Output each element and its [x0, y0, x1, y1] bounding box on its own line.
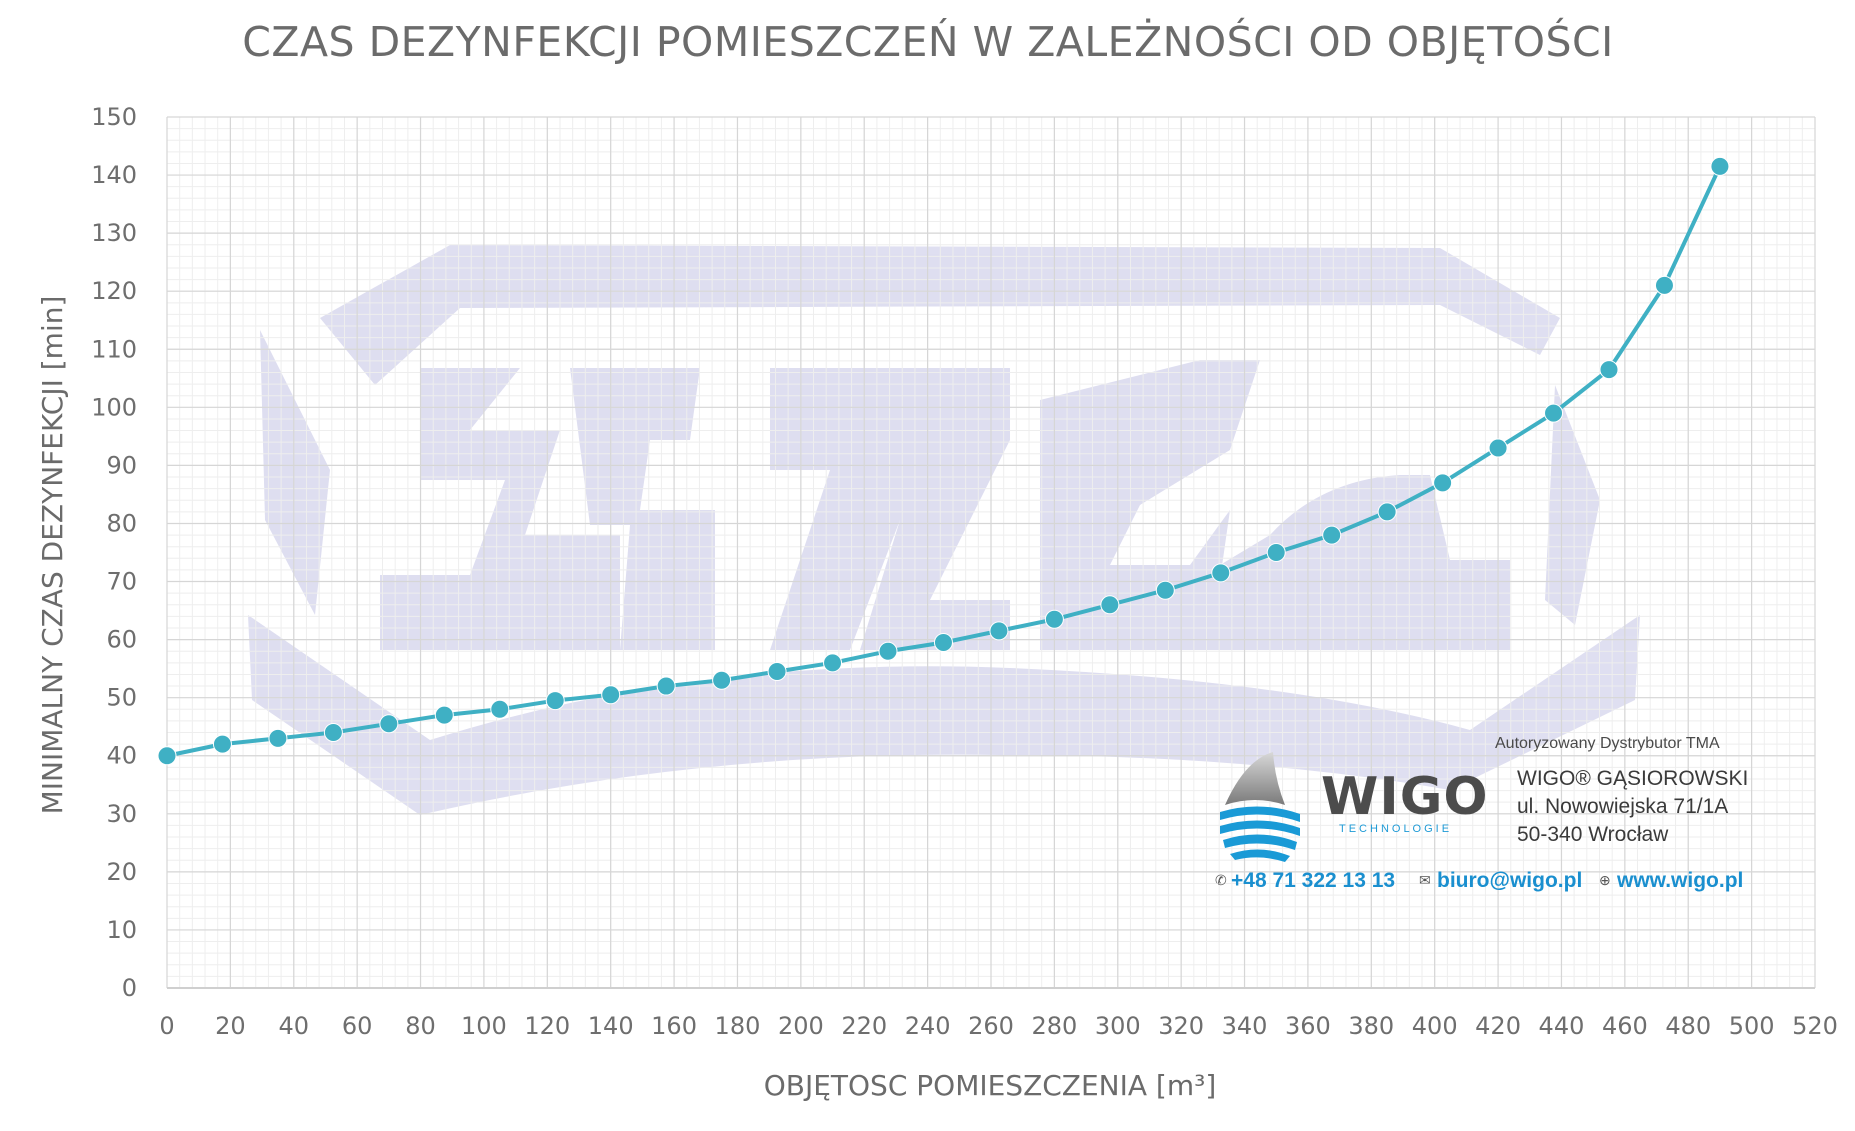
- data-point: [1488, 438, 1508, 458]
- distributor-label: Autoryzowany Dystrybutor TMA: [1495, 735, 1720, 752]
- x-tick-label: 440: [1539, 1012, 1585, 1040]
- city-address: 50-340 Wrocław: [1517, 823, 1669, 846]
- data-point: [1100, 595, 1120, 615]
- data-point: [1155, 580, 1175, 600]
- data-point: [1433, 473, 1453, 493]
- y-tick-label: 50: [106, 684, 137, 712]
- data-point: [323, 723, 343, 743]
- data-point: [1377, 502, 1397, 522]
- x-tick-label: 20: [215, 1012, 246, 1040]
- x-tick-label: 0: [159, 1012, 174, 1040]
- x-tick-label: 400: [1412, 1012, 1458, 1040]
- x-tick-label: 300: [1095, 1012, 1141, 1040]
- x-tick-label: 380: [1348, 1012, 1394, 1040]
- y-tick-label: 60: [106, 626, 137, 654]
- y-tick-label: 120: [91, 277, 137, 305]
- wigo-wave-logo-icon: [1220, 752, 1300, 862]
- x-tick-label: 420: [1475, 1012, 1521, 1040]
- tma-watermark: [248, 245, 1640, 815]
- y-tick-label: 80: [106, 509, 137, 537]
- data-point: [1044, 609, 1064, 629]
- x-tick-label: 360: [1285, 1012, 1331, 1040]
- x-tick-label: 340: [1222, 1012, 1268, 1040]
- y-tick-label: 40: [106, 742, 137, 770]
- data-point: [1654, 275, 1674, 295]
- data-point: [1710, 156, 1730, 176]
- data-point: [989, 621, 1009, 641]
- x-tick-labels: 0 20 40 60 80 100 120 140 160 180 200 220 240 260 280 3…: [159, 1012, 1838, 1040]
- phone-number: +48 71 322 13 13: [1231, 869, 1396, 892]
- data-point: [712, 670, 732, 690]
- x-tick-label: 140: [588, 1012, 634, 1040]
- data-point: [601, 685, 621, 705]
- brand-subtitle: TECHNOLOGIE: [1339, 823, 1453, 835]
- x-tick-label: 500: [1729, 1012, 1775, 1040]
- y-tick-label: 20: [106, 858, 137, 886]
- x-tick-label: 520: [1792, 1012, 1838, 1040]
- street-address: ul. Nowowiejska 71/1A: [1517, 795, 1729, 818]
- data-point: [1211, 563, 1231, 583]
- x-tick-label: 480: [1665, 1012, 1711, 1040]
- data-point: [545, 691, 565, 711]
- y-tick-label: 140: [91, 161, 137, 189]
- x-tick-label: 180: [715, 1012, 761, 1040]
- chart-title: CZAS DEZYNFEKCJI POMIESZCZEŃ W ZALEŻNOŚC…: [242, 18, 1613, 66]
- x-tick-label: 280: [1031, 1012, 1077, 1040]
- data-point: [1599, 360, 1619, 380]
- y-tick-label: 110: [91, 335, 137, 363]
- x-tick-label: 240: [905, 1012, 951, 1040]
- globe-icon: ⊕: [1599, 872, 1611, 888]
- phone-icon: ✆: [1215, 872, 1227, 888]
- x-tick-label: 220: [841, 1012, 887, 1040]
- y-tick-label: 30: [106, 800, 137, 828]
- data-point: [212, 734, 232, 754]
- x-tick-label: 200: [778, 1012, 824, 1040]
- y-tick-label: 150: [91, 103, 137, 131]
- y-tick-label: 10: [106, 916, 137, 944]
- distributor-logo-block: Autoryzowany Dystrybutor TMA WIGO TECHNO…: [1215, 735, 1775, 910]
- series: [157, 156, 1730, 766]
- data-point: [434, 705, 454, 725]
- data-point: [157, 746, 177, 766]
- y-tick-label: 130: [91, 219, 137, 247]
- data-point: [379, 714, 399, 734]
- x-tick-label: 160: [651, 1012, 697, 1040]
- mail-icon: ✉: [1419, 872, 1431, 888]
- y-tick-labels: 0 10 20 30 40 50 60 70 80 90 100 110 120 130 140 150: [91, 103, 137, 1002]
- data-point: [933, 633, 953, 653]
- x-tick-label: 100: [461, 1012, 507, 1040]
- x-tick-label: 60: [342, 1012, 373, 1040]
- x-tick-label: 80: [405, 1012, 436, 1040]
- data-point: [1544, 403, 1564, 423]
- x-tick-label: 40: [278, 1012, 309, 1040]
- y-tick-label: 70: [106, 568, 137, 596]
- data-point: [1322, 525, 1342, 545]
- x-tick-label: 260: [968, 1012, 1014, 1040]
- data-point: [656, 676, 676, 696]
- company-name: WIGO® GĄSIOROWSKI: [1517, 767, 1749, 790]
- data-point: [823, 653, 843, 673]
- data-point: [767, 662, 787, 682]
- data-point: [1266, 543, 1286, 562]
- y-tick-label: 100: [91, 393, 137, 421]
- email-address: biuro@wigo.pl: [1437, 869, 1583, 892]
- brand-name: WIGO: [1321, 767, 1489, 827]
- data-point: [878, 641, 898, 661]
- x-tick-label: 120: [524, 1012, 570, 1040]
- x-axis-label: OBJĘTOSC POMIESZCZENIA [m³]: [764, 1069, 1217, 1102]
- x-tick-label: 320: [1158, 1012, 1204, 1040]
- y-tick-label: 0: [122, 974, 137, 1002]
- y-axis-label: MINIMALNY CZAS DEZYNFEKCJI [min]: [36, 296, 69, 815]
- y-tick-label: 90: [106, 451, 137, 479]
- website: www.wigo.pl: [1617, 869, 1744, 892]
- x-tick-label: 460: [1602, 1012, 1648, 1040]
- data-point: [268, 728, 288, 748]
- data-point: [490, 699, 510, 719]
